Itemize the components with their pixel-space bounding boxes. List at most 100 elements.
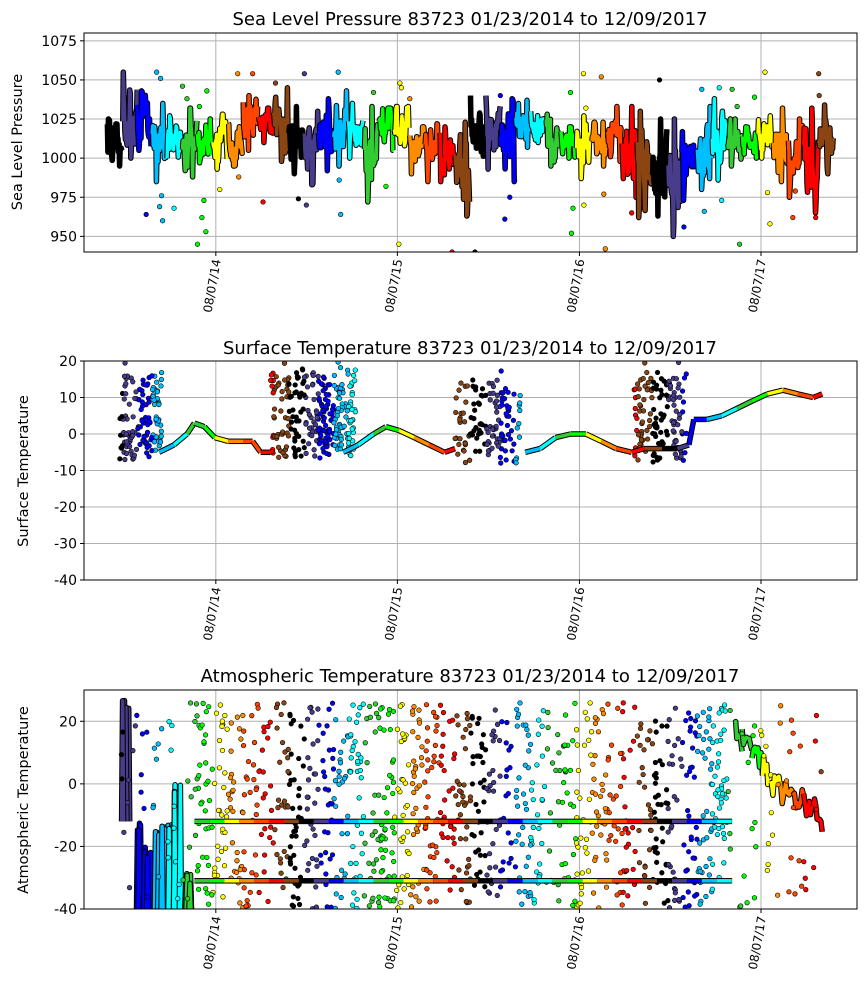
data-point: [361, 893, 367, 899]
data-point: [270, 840, 276, 846]
data-point: [377, 904, 383, 909]
data-point: [469, 715, 475, 721]
data-point: [751, 94, 758, 100]
data-point: [229, 840, 236, 846]
plot-area: [104, 69, 836, 252]
series-line: [165, 114, 183, 159]
data-point: [234, 714, 240, 720]
data-point: [647, 728, 653, 734]
data-point: [378, 869, 384, 875]
plot-area: [118, 697, 825, 909]
data-point: [317, 411, 323, 417]
data-point: [206, 704, 212, 710]
data-point: [382, 847, 389, 853]
data-point: [444, 858, 450, 864]
data-point: [180, 877, 186, 883]
data-point: [721, 777, 727, 784]
data-point: [758, 728, 764, 734]
data-point: [650, 459, 656, 465]
data-point: [473, 387, 479, 393]
data-point: [683, 430, 689, 436]
data-point: [434, 850, 440, 856]
data-point: [487, 783, 493, 789]
data-point: [788, 717, 795, 723]
data-point: [447, 823, 454, 830]
data-point: [706, 872, 712, 878]
data-point: [159, 726, 165, 732]
data-point: [203, 709, 209, 715]
data-point: [326, 428, 333, 434]
data-point: [501, 396, 508, 402]
data-point: [562, 742, 568, 748]
data-point: [473, 801, 479, 808]
data-point: [592, 857, 598, 863]
data-point: [629, 825, 636, 831]
data-point: [451, 755, 457, 762]
data-point: [408, 892, 414, 898]
data-point: [130, 414, 136, 420]
data-point: [764, 867, 770, 874]
data-point: [642, 873, 648, 879]
data-point: [467, 457, 473, 463]
data-point: [632, 405, 638, 412]
data-point: [816, 71, 822, 77]
series-line: [524, 446, 541, 454]
data-point: [458, 380, 464, 386]
data-point: [286, 381, 292, 387]
data-point: [298, 453, 304, 459]
data-point: [484, 872, 490, 878]
data-point: [331, 420, 337, 426]
data-point: [292, 865, 298, 871]
data-point: [221, 784, 227, 791]
data-point: [463, 836, 469, 842]
data-point: [220, 894, 226, 900]
data-point: [480, 759, 486, 766]
data-point: [621, 774, 627, 780]
data-point: [404, 872, 410, 879]
x-tick-label: 08/07/14: [201, 258, 224, 314]
data-point: [649, 395, 655, 401]
data-point: [761, 753, 767, 759]
data-point: [497, 92, 503, 99]
data-point: [217, 702, 223, 708]
data-point: [681, 224, 687, 230]
data-point: [219, 718, 225, 724]
data-point: [287, 713, 293, 719]
data-point: [517, 700, 523, 706]
data-point: [653, 844, 659, 851]
data-point: [796, 858, 802, 864]
data-point: [619, 830, 625, 837]
data-point: [683, 717, 689, 724]
data-point: [813, 712, 820, 719]
data-point: [671, 402, 677, 408]
data-point: [816, 92, 822, 99]
data-point: [460, 734, 466, 740]
data-point: [768, 772, 774, 778]
data-point: [304, 384, 311, 390]
data-point: [185, 896, 191, 902]
data-point: [419, 762, 425, 768]
data-point: [523, 722, 529, 728]
data-point: [584, 850, 590, 856]
data-point: [429, 842, 436, 848]
data-point: [605, 701, 611, 707]
data-point: [661, 412, 667, 418]
data-point: [615, 826, 621, 832]
data-point: [516, 421, 522, 427]
data-point: [339, 831, 345, 837]
data-point: [490, 738, 496, 744]
data-point: [640, 375, 646, 382]
data-point: [201, 197, 207, 203]
data-point: [455, 722, 461, 728]
data-point: [171, 205, 177, 211]
data-point: [582, 845, 588, 851]
data-point: [360, 701, 366, 707]
data-point: [320, 730, 326, 736]
series-line: [316, 96, 335, 173]
data-point: [666, 905, 673, 909]
data-point: [410, 811, 416, 817]
data-point: [315, 427, 321, 433]
data-point: [635, 394, 641, 400]
data-point: [176, 881, 182, 888]
data-point: [660, 839, 666, 845]
